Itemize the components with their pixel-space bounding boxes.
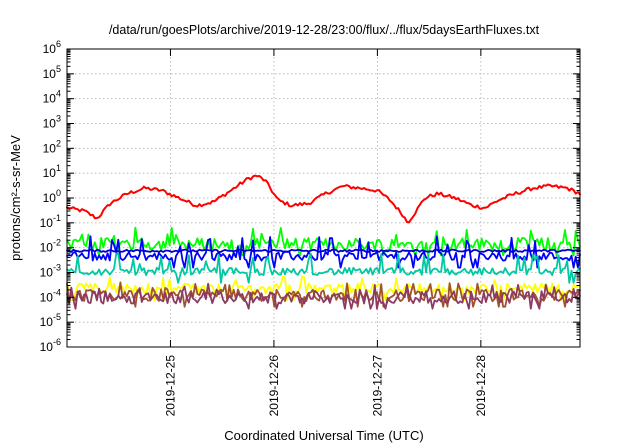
x-tick-label: 2019-12-26: [267, 355, 281, 417]
x-tick-label: 2019-12-27: [370, 355, 384, 417]
y-tick-label: 104: [43, 89, 61, 106]
ticks: 10-6 10-5 10-4 10-3 10-2 10-1 100 101 102 103 104 1…: [40, 39, 580, 416]
y-tick-label: 103: [43, 114, 61, 131]
series-layer: [66, 174, 581, 310]
chart-title: /data/run/goesPlots/archive/2019-12-28/2…: [109, 23, 540, 37]
series-line: [66, 282, 581, 310]
x-tick-label: 2019-12-25: [163, 355, 177, 417]
x-tick-label: 2019-12-28: [474, 355, 488, 417]
y-tick-label: 102: [43, 138, 61, 155]
y-tick-label: 106: [43, 39, 61, 56]
y-tick-label: 105: [43, 64, 61, 81]
y-tick-label: 10-3: [40, 263, 61, 280]
y-axis-label: protons/cm²-s-sr-MeV: [8, 135, 23, 261]
y-tick-label: 101: [43, 163, 61, 180]
y-tick-label: 10-5: [40, 312, 61, 329]
y-tick-label: 10-6: [40, 337, 61, 354]
series-line: [66, 174, 581, 224]
y-tick-label: 10-2: [40, 238, 61, 255]
series-line: [66, 226, 581, 257]
series-line: [66, 235, 581, 269]
series-line: [66, 252, 581, 284]
series-line: [66, 248, 581, 253]
y-tick-label: 10-1: [40, 213, 61, 230]
x-axis-label: Coordinated Universal Time (UTC): [224, 428, 423, 443]
y-tick-label: 10-4: [40, 287, 61, 304]
grid: [67, 49, 580, 347]
y-tick-label: 100: [43, 188, 61, 205]
